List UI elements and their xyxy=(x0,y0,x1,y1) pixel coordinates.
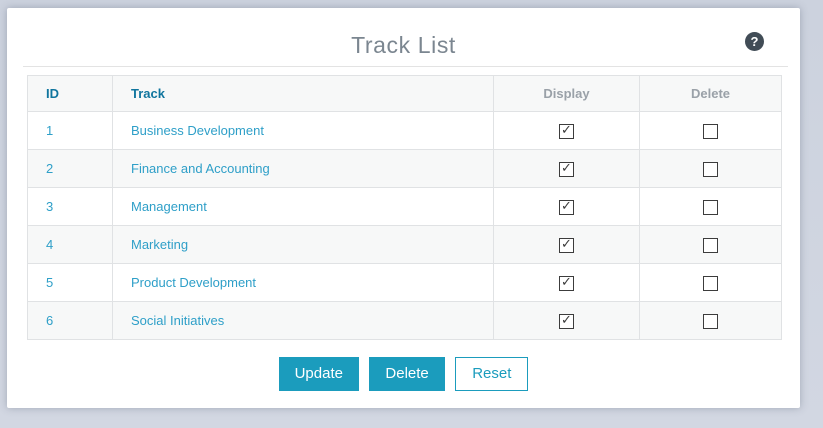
track-id: 3 xyxy=(27,187,113,226)
delete-checkbox[interactable] xyxy=(703,237,718,253)
delete-checkbox[interactable] xyxy=(703,199,718,215)
title-divider xyxy=(23,66,788,67)
help-icon[interactable]: ? xyxy=(745,32,764,51)
table-row: 5 Product Development xyxy=(27,263,782,302)
column-header-track: Track xyxy=(112,75,494,112)
display-checkbox[interactable] xyxy=(559,160,574,177)
track-name: Social Initiatives xyxy=(112,301,494,340)
table-row: 4 Marketing xyxy=(27,225,782,264)
track-name: Product Development xyxy=(112,263,494,302)
column-header-delete: Delete xyxy=(639,75,782,112)
delete-checkbox[interactable] xyxy=(703,161,718,177)
track-name: Finance and Accounting xyxy=(112,149,494,188)
track-id: 5 xyxy=(27,263,113,302)
delete-checkbox[interactable] xyxy=(703,275,718,291)
display-checkbox[interactable] xyxy=(559,274,574,291)
track-name: Marketing xyxy=(112,225,494,264)
reset-button[interactable]: Reset xyxy=(455,357,529,391)
table-row: 3 Management xyxy=(27,187,782,226)
track-id: 1 xyxy=(27,111,113,150)
column-header-display: Display xyxy=(493,75,640,112)
display-checkbox[interactable] xyxy=(559,122,574,139)
track-name: Business Development xyxy=(112,111,494,150)
table-row: 2 Finance and Accounting xyxy=(27,149,782,188)
table-row: 1 Business Development xyxy=(27,111,782,150)
table-row: 6 Social Initiatives xyxy=(27,301,782,340)
track-list-card: Track List ? ID Track Display Delete 1 B… xyxy=(7,8,800,408)
delete-checkbox[interactable] xyxy=(703,123,718,139)
track-name: Management xyxy=(112,187,494,226)
display-checkbox[interactable] xyxy=(559,312,574,329)
track-table: ID Track Display Delete 1 Business Devel… xyxy=(27,75,782,340)
delete-button[interactable]: Delete xyxy=(369,357,445,391)
track-table-body: 1 Business Development 2 Finance and Acc… xyxy=(27,111,782,340)
page-title: Track List xyxy=(351,32,456,58)
button-row: Update Delete Reset xyxy=(7,357,800,391)
display-checkbox[interactable] xyxy=(559,198,574,215)
display-checkbox[interactable] xyxy=(559,236,574,253)
delete-checkbox[interactable] xyxy=(703,313,718,329)
update-button[interactable]: Update xyxy=(278,357,359,391)
table-header-row: ID Track Display Delete xyxy=(27,75,782,112)
track-id: 6 xyxy=(27,301,113,340)
track-id: 2 xyxy=(27,149,113,188)
track-id: 4 xyxy=(27,225,113,264)
column-header-id: ID xyxy=(27,75,113,112)
